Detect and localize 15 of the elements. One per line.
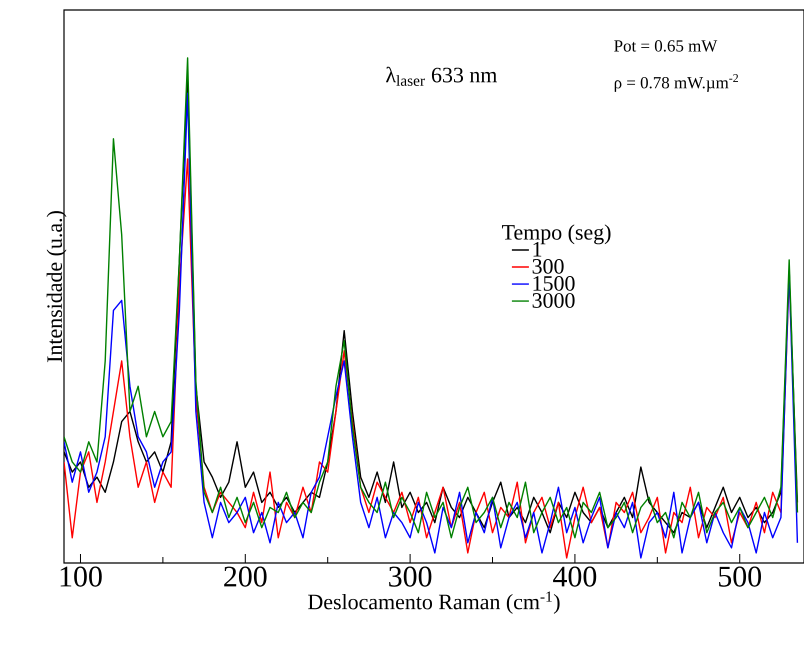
legend-title: Tempo (seg) [502, 224, 610, 244]
x-tick-label: 500 [719, 566, 762, 587]
annotation: λ$_{laser}$ 633 nm [386, 66, 498, 86]
x-tick-label: 400 [553, 566, 596, 587]
legend-label: 300 [532, 258, 564, 274]
legend-label: 3000 [532, 293, 575, 308]
x-tick-label: 300 [389, 566, 432, 587]
x-tick-label: 200 [224, 566, 267, 587]
y-axis-title: Intensidade (u.a.) [46, 211, 66, 362]
annotation: ρ = 0.78 mW.µm$^{-2}$ [614, 74, 738, 92]
x-axis-title: Deslocamento Raman (cm$^{-1}$) [308, 592, 560, 614]
x-tick-label: 100 [60, 566, 102, 587]
legend-label: 1500 [534, 276, 575, 291]
legend-label: 1 [534, 242, 542, 256]
text: Pot = 0.65 mW [614, 40, 718, 52]
